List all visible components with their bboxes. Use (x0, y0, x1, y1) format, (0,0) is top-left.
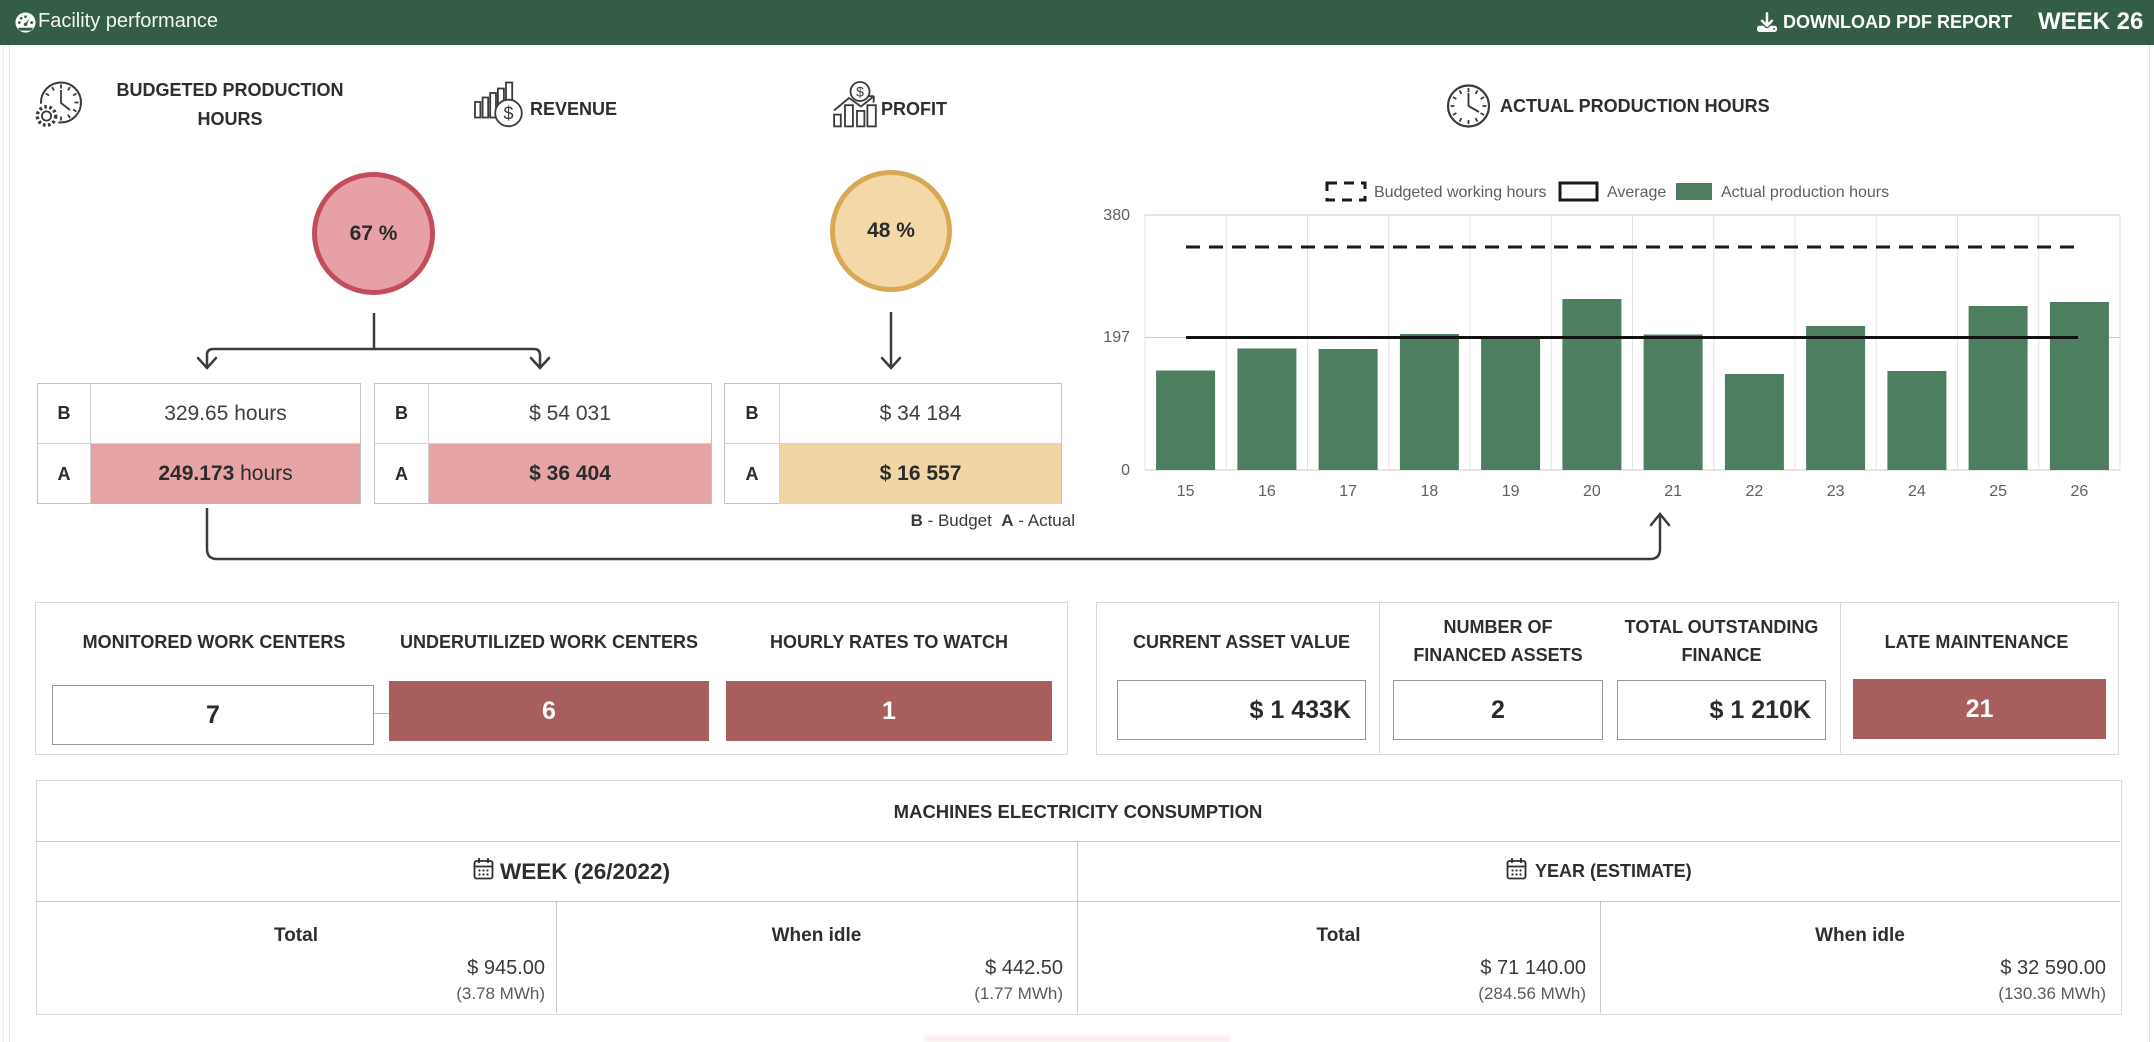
svg-text:26: 26 (2071, 483, 2089, 500)
svg-text:25: 25 (1989, 483, 2007, 500)
svg-text:15: 15 (1177, 483, 1195, 500)
svg-text:21: 21 (1664, 483, 1682, 500)
svg-text:18: 18 (1421, 483, 1439, 500)
svg-text:197: 197 (1103, 329, 1130, 346)
svg-text:Actual production hours: Actual production hours (1721, 184, 1889, 201)
svg-text:19: 19 (1502, 483, 1520, 500)
svg-text:22: 22 (1746, 483, 1764, 500)
svg-text:380: 380 (1103, 207, 1130, 224)
svg-text:$: $ (503, 104, 513, 124)
svg-text:0: 0 (1121, 462, 1130, 479)
svg-text:16: 16 (1258, 483, 1276, 500)
svg-text:Budgeted working hours: Budgeted working hours (1374, 184, 1547, 201)
svg-text:17: 17 (1339, 483, 1357, 500)
svg-text:23: 23 (1827, 483, 1845, 500)
svg-text:Average: Average (1607, 184, 1666, 201)
svg-text:$: $ (856, 84, 864, 100)
svg-text:24: 24 (1908, 483, 1926, 500)
svg-text:20: 20 (1583, 483, 1601, 500)
